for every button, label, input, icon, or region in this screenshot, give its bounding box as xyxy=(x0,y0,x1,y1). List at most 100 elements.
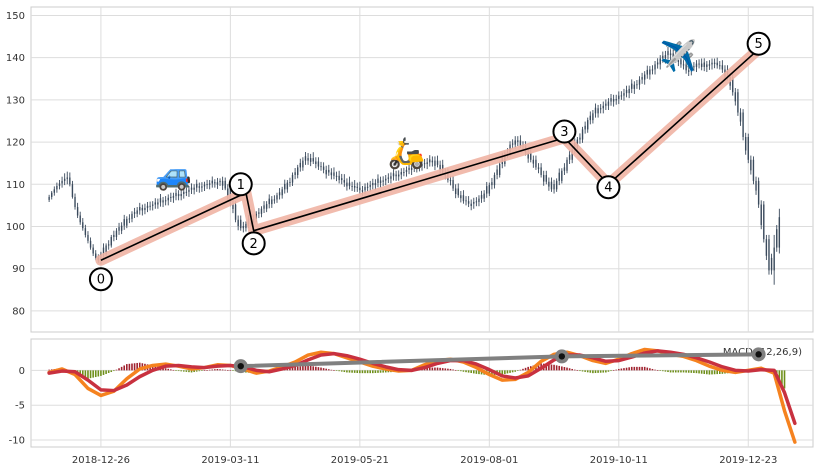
candle-body xyxy=(227,188,229,196)
candle-body xyxy=(669,53,672,56)
macd-hist-bar xyxy=(568,368,571,371)
candle-body xyxy=(382,180,384,182)
candle-body xyxy=(390,176,392,179)
macd-hist-bar xyxy=(550,364,553,371)
candle-body xyxy=(392,173,395,177)
candle-body xyxy=(268,198,270,205)
candle-body xyxy=(452,180,454,189)
candle-body xyxy=(53,189,56,193)
macd-hist-bar xyxy=(439,367,441,371)
macd-hist-bar xyxy=(126,364,128,371)
macd-hist-bar xyxy=(175,370,177,371)
macd-hist-bar xyxy=(472,370,475,374)
macd-hist-bar xyxy=(79,370,81,376)
macd-hist-bar xyxy=(612,370,615,371)
macd-hist-bar xyxy=(581,370,584,372)
candle-body xyxy=(359,187,361,191)
macd-hist-bar xyxy=(566,367,568,371)
wave-label-circle xyxy=(228,172,253,197)
macd-hist-bar xyxy=(346,370,348,373)
candle-body xyxy=(299,162,301,168)
macd-hist-bar xyxy=(348,370,351,373)
candle-body xyxy=(770,257,773,271)
macd-hist-bar xyxy=(545,363,548,371)
macd-hist-bar xyxy=(693,370,695,374)
candle-body xyxy=(232,204,234,209)
candle-body xyxy=(224,180,226,189)
candle-body xyxy=(175,192,177,197)
candle-body xyxy=(372,183,374,186)
candle-body xyxy=(348,182,351,186)
candle-body xyxy=(208,183,211,185)
candle-body xyxy=(553,184,555,190)
candle-body xyxy=(198,186,201,188)
macd-hist-bar xyxy=(128,363,131,371)
macd-hist-bar xyxy=(151,365,154,371)
macd-hist-bar xyxy=(177,370,180,372)
price-y-tick-label: 90 xyxy=(12,264,25,275)
candle-body xyxy=(377,178,379,184)
macd-hist-bar xyxy=(164,368,167,371)
candle-body xyxy=(172,196,175,198)
price-y-tick-label: 120 xyxy=(6,138,25,149)
candle-body xyxy=(265,204,268,209)
macd-hist-bar xyxy=(630,366,633,371)
x-tick-label: 2019-03-11 xyxy=(201,455,259,466)
macd-hist-bar xyxy=(470,370,472,374)
macd-hist-bar xyxy=(615,369,618,371)
macd-hist-bar xyxy=(651,368,654,371)
macd-hist-bar xyxy=(506,370,509,374)
candle-body xyxy=(110,237,112,246)
macd-hist-bar xyxy=(509,370,511,373)
macd-hist-bar xyxy=(366,370,369,374)
candle-body xyxy=(460,195,462,199)
macd-hist-bar xyxy=(84,370,87,378)
candle-body xyxy=(234,204,237,220)
macd-hist-bar xyxy=(783,370,786,389)
candle-body xyxy=(273,199,276,201)
candle-body xyxy=(548,181,550,187)
candle-body xyxy=(410,167,413,170)
macd-hist-bar xyxy=(708,370,711,375)
candle-body xyxy=(646,69,648,75)
candle-body xyxy=(74,196,76,208)
macd-hist-bar xyxy=(229,370,232,371)
candle-body xyxy=(778,217,781,248)
candle-body xyxy=(511,143,514,145)
macd-hist-bar xyxy=(170,369,172,371)
candle-body xyxy=(757,180,760,205)
macd-hist-bar xyxy=(597,370,599,373)
macd-hist-bar xyxy=(511,370,514,373)
candle-body xyxy=(602,105,604,109)
price-panel: 80 90 100 110 120 130 140 150 0 1 2 3 4 5 🚙 🛵 ✈️ xyxy=(6,6,814,333)
macd-hist-bar xyxy=(501,370,504,375)
candle-body xyxy=(107,244,110,246)
candle-body xyxy=(291,174,294,183)
candle-body xyxy=(486,186,488,194)
candle-body xyxy=(320,166,322,168)
candle-body xyxy=(675,53,677,60)
macd-hist-bar xyxy=(216,368,219,371)
candle-body xyxy=(118,227,120,231)
macd-hist-bar xyxy=(333,370,335,371)
macd-hist-bar xyxy=(573,369,576,371)
macd-hist-bar xyxy=(180,370,182,372)
candle-body xyxy=(123,219,125,226)
candle-body xyxy=(167,197,169,201)
candle-body xyxy=(628,88,630,94)
candle-body xyxy=(488,185,491,194)
macd-hist-bar xyxy=(317,367,320,371)
macd-hist-bar xyxy=(781,370,783,385)
candle-body xyxy=(561,170,563,181)
candle-body xyxy=(656,62,659,65)
candle-body xyxy=(667,51,669,56)
candle-body xyxy=(87,234,89,241)
candle-body xyxy=(677,59,680,62)
candle-body xyxy=(607,101,610,106)
macd-hist-bar xyxy=(133,363,136,371)
candle-body xyxy=(713,62,716,64)
macd-hist-bar xyxy=(201,370,203,371)
candle-body xyxy=(63,178,66,181)
macd-hist-bar xyxy=(94,370,97,378)
candle-body xyxy=(51,192,53,197)
